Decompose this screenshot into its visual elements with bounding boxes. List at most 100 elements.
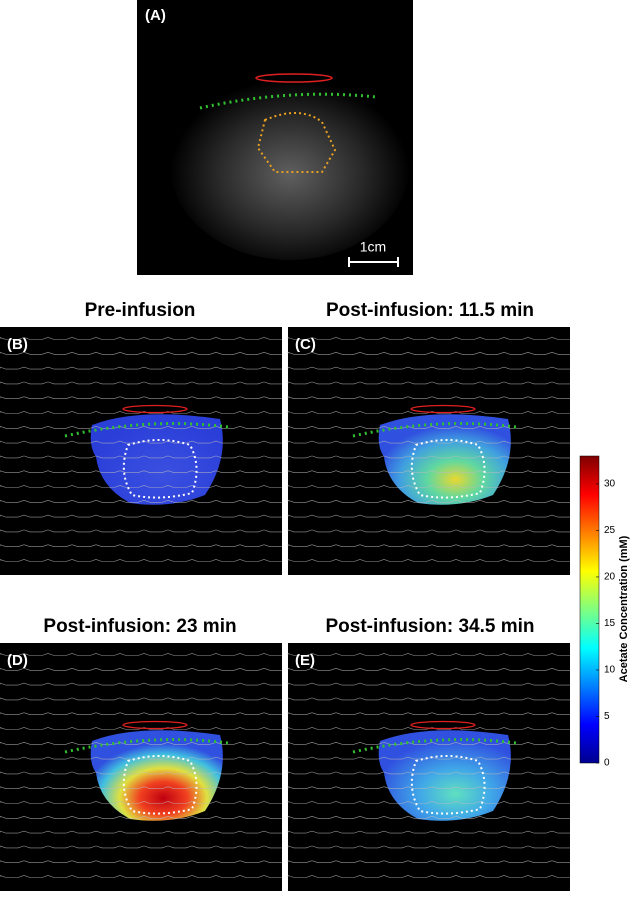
- spectrum-trace: [287, 396, 570, 399]
- concentration-map: [378, 414, 511, 505]
- spectrum-trace: [287, 771, 570, 775]
- spectrum-trace: [287, 786, 570, 789]
- spectrum-trace: [0, 845, 282, 849]
- tumor-contour: [410, 755, 486, 815]
- spectrum-trace: [0, 529, 282, 533]
- panel: Post-infusion: 23 min (D): [0, 616, 282, 891]
- spectrum-trace: [0, 830, 282, 834]
- skin-line: [199, 92, 377, 110]
- mri-anatomy: [170, 70, 410, 260]
- concentration-map: [90, 414, 223, 505]
- spectrum-trace: [0, 697, 282, 701]
- spectrum-trace: [0, 786, 282, 789]
- spectrum-trace: [0, 351, 282, 355]
- spectrum-trace: [0, 396, 282, 399]
- spectrum-trace: [287, 381, 570, 385]
- colorbar-tick-label: 15: [604, 618, 616, 629]
- panel-title: Post-infusion: 23 min: [43, 616, 236, 637]
- coil-marker: [122, 404, 188, 414]
- panel-label: (E): [295, 652, 315, 669]
- colorbar-tick-label: 25: [604, 525, 616, 536]
- concentration-map: [90, 730, 223, 821]
- spectrum-trace: [0, 559, 282, 562]
- skin-line: [352, 422, 517, 438]
- skin-line: [64, 738, 229, 754]
- spectrum-trace: [287, 697, 570, 701]
- colorbar-tick-label: 20: [604, 572, 616, 583]
- tumor-contour: [410, 439, 486, 499]
- concentration-map: [378, 730, 511, 821]
- panel-a: 1cm (A): [137, 0, 413, 275]
- panel: Pre-infusion (B): [0, 300, 282, 575]
- spectrum-trace: [287, 499, 570, 503]
- spectrum-trace: [0, 875, 282, 878]
- panel-title: Pre-infusion: [85, 300, 196, 321]
- spectrum-trace: [287, 411, 570, 414]
- spectrum-trace: [287, 712, 570, 715]
- spectrum-trace: [287, 351, 570, 355]
- spectrum-trace: [287, 514, 570, 518]
- spectrum-trace: [287, 544, 570, 547]
- coil-marker: [410, 720, 476, 730]
- scale-bar-label: 1cm: [360, 239, 386, 255]
- spectrum-trace: [0, 337, 282, 340]
- spectrum-trace: [287, 801, 570, 804]
- panel-title: Post-infusion: 34.5 min: [325, 616, 534, 637]
- coil-marker: [122, 720, 188, 730]
- spectrum-trace: [287, 875, 570, 878]
- spectrum-trace: [287, 845, 570, 849]
- spectrum-trace: [0, 366, 282, 370]
- coil-marker: [255, 73, 333, 83]
- spectrum-trace: [0, 653, 282, 656]
- spectrum-trace: [287, 337, 570, 340]
- colorbar-tick-label: 30: [604, 479, 616, 490]
- spectrum-trace: [287, 830, 570, 834]
- panel-label: (C): [295, 336, 316, 353]
- colorbar-tick-label: 10: [604, 665, 616, 676]
- panel-label: (A): [145, 7, 166, 24]
- spectrum-trace: [287, 860, 570, 863]
- spectrum-trace: [0, 771, 282, 775]
- spectrum-trace: [287, 470, 570, 473]
- tumor-contour: [122, 439, 198, 499]
- tumor-contour: [122, 755, 198, 815]
- coil-marker: [410, 404, 476, 414]
- panel-label: (D): [7, 652, 28, 669]
- panel-title: Post-infusion: 11.5 min: [326, 300, 534, 321]
- colorbar-tick-label: 0: [604, 758, 610, 769]
- spectrum-trace: [287, 559, 570, 562]
- spectrum-trace: [287, 529, 570, 533]
- spectrum-trace: [287, 667, 570, 671]
- panel: Post-infusion: 11.5 min (C): [287, 300, 570, 575]
- spectrum-trace: [0, 455, 282, 459]
- spectrum-trace: [0, 485, 282, 488]
- spectrum-trace: [0, 741, 282, 745]
- skin-line: [64, 422, 229, 438]
- spectrum-trace: [287, 366, 570, 370]
- spectrum-trace: [0, 381, 282, 385]
- spectrum-trace: [0, 682, 282, 686]
- spectrum-trace: [287, 653, 570, 656]
- spectrum-trace: [287, 455, 570, 459]
- spectrum-trace: [0, 815, 282, 819]
- colorbar-tick-label: 5: [604, 711, 610, 722]
- colorbar: Acetate Concentration (mM) 0 5 10 15 20 25 30: [579, 455, 630, 769]
- panel: Post-infusion: 34.5 min (E): [287, 616, 570, 891]
- spectrum-trace: [0, 425, 282, 429]
- panel-label: (B): [7, 336, 28, 353]
- colorbar-label: Acetate Concentration (mM): [618, 535, 630, 682]
- spectrum-trace: [287, 815, 570, 819]
- spectrum-trace: [0, 411, 282, 414]
- spectrum-trace: [0, 499, 282, 503]
- spectrum-trace: [0, 514, 282, 518]
- spectrum-trace: [0, 860, 282, 863]
- spectrum-trace: [0, 544, 282, 547]
- spectrum-trace: [287, 682, 570, 686]
- spectrum-trace: [0, 470, 282, 473]
- spectrum-trace: [0, 712, 282, 715]
- spectrum-trace: [0, 801, 282, 804]
- spectrum-trace: [287, 485, 570, 488]
- skin-line: [352, 738, 517, 754]
- spectrum-trace: [287, 727, 570, 730]
